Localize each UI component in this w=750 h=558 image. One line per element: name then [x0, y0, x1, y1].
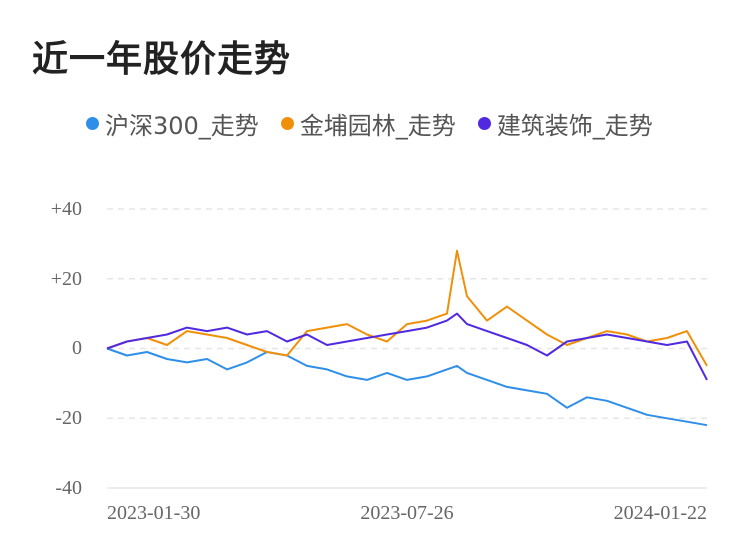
- legend-label-hs300: 沪深300_走势: [105, 112, 259, 140]
- legend-label-jianzhu: 建筑装饰_走势: [496, 112, 653, 140]
- y-tick-label: +20: [51, 268, 82, 290]
- y-tick-label: -20: [55, 407, 82, 429]
- x-tick-label: 2024-01-22: [614, 502, 707, 524]
- legend-label-jinpu: 金埔园林_走势: [299, 112, 456, 140]
- series-line-2: [106, 312, 708, 381]
- y-tick-label: +40: [51, 198, 82, 220]
- y-axis: +40 +20 0 -20 -40: [51, 198, 82, 499]
- series-lines: [106, 249, 708, 427]
- series-line-0: [106, 347, 708, 427]
- legend-item-jinpu[interactable]: 金埔园林_走势: [280, 106, 456, 141]
- chart-legend: 沪深300_走势 金埔园林_走势 建筑装饰_走势: [86, 106, 675, 141]
- legend-swatch-hs300: [86, 117, 99, 130]
- legend-swatch-jianzhu: [477, 117, 491, 130]
- legend-item-jianzhu[interactable]: 建筑装饰_走势: [477, 106, 653, 141]
- chart-title: 近一年股价走势: [32, 39, 292, 80]
- grid-lines: [107, 208, 707, 489]
- y-tick-label: -40: [55, 477, 82, 499]
- x-tick-label: 2023-07-26: [360, 502, 453, 524]
- legend-item-hs300[interactable]: 沪深300_走势: [86, 106, 259, 141]
- x-axis: 2023-01-30 2023-07-26 2024-01-22: [107, 502, 707, 524]
- x-tick-label: 2023-01-30: [107, 502, 200, 524]
- y-tick-label: 0: [72, 337, 82, 359]
- series-line-1: [106, 249, 708, 367]
- legend-swatch-jinpu: [280, 117, 294, 130]
